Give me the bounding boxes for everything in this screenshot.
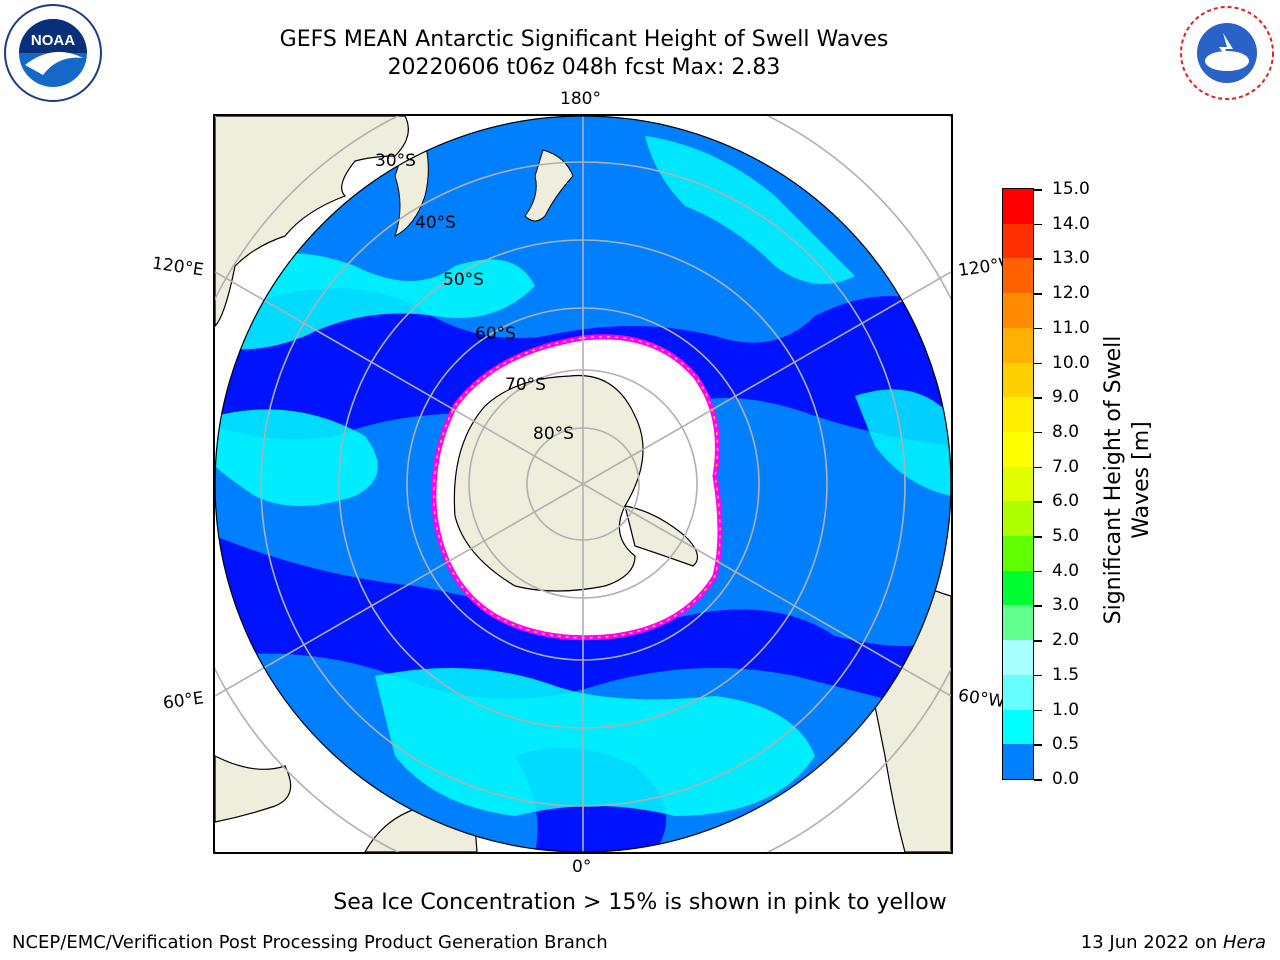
colorbar-segment [1003, 397, 1033, 432]
colorbar-segment [1003, 570, 1033, 606]
colorbar-tick-label: 3.0 [1052, 595, 1080, 616]
colorbar-title-line2: Waves [m] [1129, 421, 1154, 539]
lon-label-0: 0° [572, 857, 592, 877]
colorbar-segment [1003, 327, 1033, 363]
chart-subtitle: 20220606 t06z 048h fcst Max: 2.83 [387, 55, 781, 80]
colorbar-tick-mark [1034, 744, 1042, 746]
colorbar-tick-label: 15.0 [1052, 179, 1090, 199]
colorbar-segment [1003, 605, 1033, 641]
lon-label-60e: 60°E [161, 688, 206, 714]
colorbar-tick-mark [1034, 605, 1042, 607]
colorbar-segment [1003, 258, 1033, 294]
colorbar-tick-mark [1034, 779, 1042, 781]
colorbar-tick-label: 6.0 [1052, 491, 1080, 512]
graticule [215, 116, 951, 852]
colorbar-tick-mark [1034, 397, 1042, 399]
colorbar-tick-mark [1034, 293, 1042, 295]
colorbar-tick-label: 14.0 [1052, 213, 1090, 234]
colorbar-tick-mark [1034, 362, 1042, 365]
lat-label-30s: 30°S [375, 151, 416, 171]
footer-date: 13 Jun 2022 on [1080, 932, 1223, 953]
colorbar-tick-mark [1034, 466, 1042, 469]
colorbar-segment [1003, 293, 1033, 328]
colorbar-segment [1003, 466, 1033, 502]
colorbar-segment [1003, 501, 1033, 537]
colorbar-title-line1: Significant Height of Swell [1101, 335, 1126, 625]
colorbar-tick-label: 9.0 [1052, 387, 1080, 408]
colorbar-tick-label: 12.0 [1052, 283, 1090, 304]
colorbar-tick-mark [1034, 536, 1042, 538]
colorbar-segment [1003, 674, 1033, 710]
colorbar-segment [1003, 744, 1033, 779]
colorbar-tick-mark [1034, 501, 1042, 503]
colorbar-tick-mark [1034, 258, 1042, 260]
colorbar-segment [1003, 362, 1033, 398]
colorbar [1002, 188, 1034, 780]
caption: Sea Ice Concentration > 15% is shown in … [333, 890, 947, 915]
colorbar-tick-mark [1034, 709, 1042, 712]
colorbar-segment [1003, 536, 1033, 571]
colorbar-tick-label: 8.0 [1052, 421, 1080, 442]
colorbar-segment [1003, 431, 1033, 467]
colorbar-tick-label: 0.5 [1052, 734, 1080, 755]
colorbar-tick-mark [1034, 189, 1042, 191]
colorbar-segment [1003, 189, 1033, 224]
colorbar-segment [1003, 223, 1033, 259]
lat-label-70s: 70°S [505, 375, 546, 395]
lat-label-60s: 60°S [475, 324, 516, 344]
colorbar-tick-label: 1.5 [1052, 664, 1080, 685]
polar-map [213, 114, 953, 854]
footer-left: NCEP/EMC/Verification Post Processing Pr… [12, 932, 608, 953]
colorbar-title: Significant Height of Swell Waves [m] [1100, 320, 1160, 640]
colorbar-segment [1003, 640, 1033, 675]
lat-label-40s: 40°S [415, 213, 456, 233]
footer-right: 13 Jun 2022 on Hera [1081, 932, 1266, 953]
footer-machine: Hera [1222, 932, 1266, 953]
national-weather-service-logo [1177, 3, 1277, 103]
colorbar-tick-label: 4.0 [1052, 560, 1080, 581]
colorbar-segment [1003, 709, 1033, 745]
colorbar-tick-label: 10.0 [1052, 352, 1090, 373]
lon-label-180: 180° [560, 89, 601, 109]
colorbar-tick-mark [1034, 640, 1042, 642]
colorbar-tick-label: 7.0 [1052, 456, 1080, 477]
map-canvas [215, 116, 951, 852]
colorbar-tick-label: 13.0 [1052, 248, 1090, 269]
chart-title: GEFS MEAN Antarctic Significant Height o… [279, 27, 889, 52]
colorbar-tick-label: 2.0 [1052, 630, 1080, 651]
colorbar-tick-mark [1034, 223, 1042, 226]
colorbar-tick-mark [1034, 570, 1042, 573]
colorbar-tick-label: 0.0 [1052, 769, 1080, 789]
colorbar-tick-mark [1034, 674, 1042, 677]
svg-text:NOAA: NOAA [31, 32, 75, 49]
lon-label-60w: 60°W [956, 685, 1007, 713]
noaa-logo: NOAA [3, 3, 103, 103]
colorbar-tick-mark [1034, 431, 1042, 434]
lat-label-50s: 50°S [443, 270, 484, 290]
colorbar-tick-label: 5.0 [1052, 526, 1080, 547]
lon-label-120e: 120°E [150, 253, 205, 281]
lat-label-80s: 80°S [533, 424, 574, 444]
colorbar-tick-mark [1034, 327, 1042, 330]
colorbar-tick-label: 1.0 [1052, 699, 1080, 720]
colorbar-tick-label: 11.0 [1052, 317, 1090, 338]
